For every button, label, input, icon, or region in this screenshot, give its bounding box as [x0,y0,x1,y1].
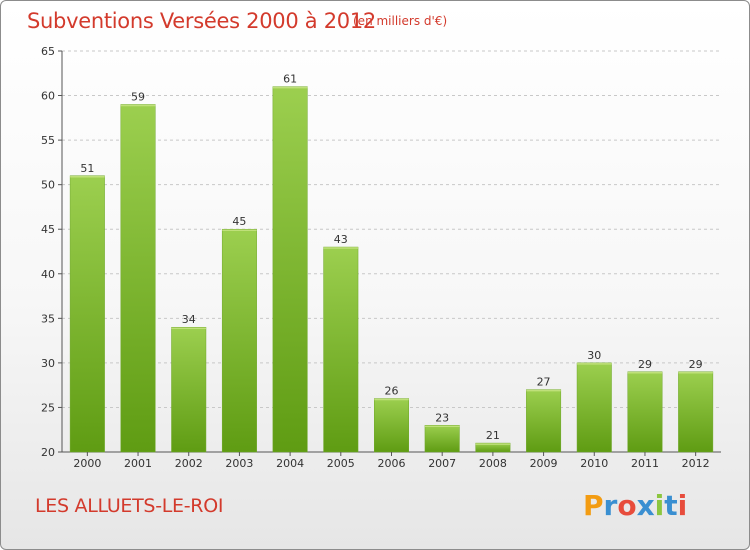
bar [576,362,612,453]
x-tick-label: 2010 [580,457,608,470]
x-tick-label: 2008 [479,457,507,470]
x-tick-label: 2007 [428,457,456,470]
y-tick-label: 40 [41,268,55,281]
chart-subtitle: (en milliers d'€) [353,14,448,28]
proxiti-logo[interactable]: Proxiti [583,489,687,522]
data-label: 45 [232,215,246,228]
chart-title: Subventions Versées 2000 à 2012 [27,9,376,33]
data-label: 61 [283,73,297,86]
data-label: 30 [587,349,601,362]
data-label: 27 [537,376,551,389]
x-tick-label: 2001 [124,457,152,470]
logo-letter: t [664,489,678,522]
data-label: 29 [638,358,652,371]
data-label: 23 [435,411,449,424]
y-tick-label: 30 [41,357,55,370]
y-tick-label: 20 [41,446,55,459]
bar [323,246,359,453]
data-label: 26 [385,385,399,398]
data-label: 43 [334,233,348,246]
data-label: 59 [131,90,145,103]
x-tick-label: 2006 [378,457,406,470]
x-tick-label: 2009 [530,457,558,470]
y-tick-label: 60 [41,90,55,103]
x-tick-label: 2012 [682,457,710,470]
bar [678,371,714,453]
bar [221,228,257,453]
commune-name: LES ALLUETS-LE-ROI [35,495,224,517]
logo-letter: i [677,489,688,522]
y-tick-label: 55 [41,134,55,147]
data-label: 29 [689,358,703,371]
x-tick-label: 2004 [276,457,304,470]
data-label: 21 [486,429,500,442]
data-label: 34 [182,313,196,326]
bar [120,104,156,453]
logo-letter: o [617,489,637,522]
y-tick-label: 25 [41,401,55,414]
x-tick-label: 2003 [225,457,253,470]
x-tick-label: 2002 [175,457,203,470]
x-tick-label: 2011 [631,457,659,470]
x-tick-label: 2000 [73,457,101,470]
y-tick-label: 35 [41,312,55,325]
logo-letter: x [636,489,655,522]
y-tick-label: 50 [41,179,55,192]
bar [424,425,460,453]
y-tick-label: 65 [41,45,55,58]
logo-letter: P [583,489,604,522]
bar [374,398,409,453]
logo-letter: r [603,489,618,522]
data-label: 51 [80,162,94,175]
bar [627,371,663,453]
bar [171,326,207,453]
bar [526,389,562,453]
bar [272,86,308,453]
y-tick-label: 45 [41,223,55,236]
logo-letter: i [654,489,665,522]
x-tick-label: 2005 [327,457,355,470]
bar [69,175,105,453]
